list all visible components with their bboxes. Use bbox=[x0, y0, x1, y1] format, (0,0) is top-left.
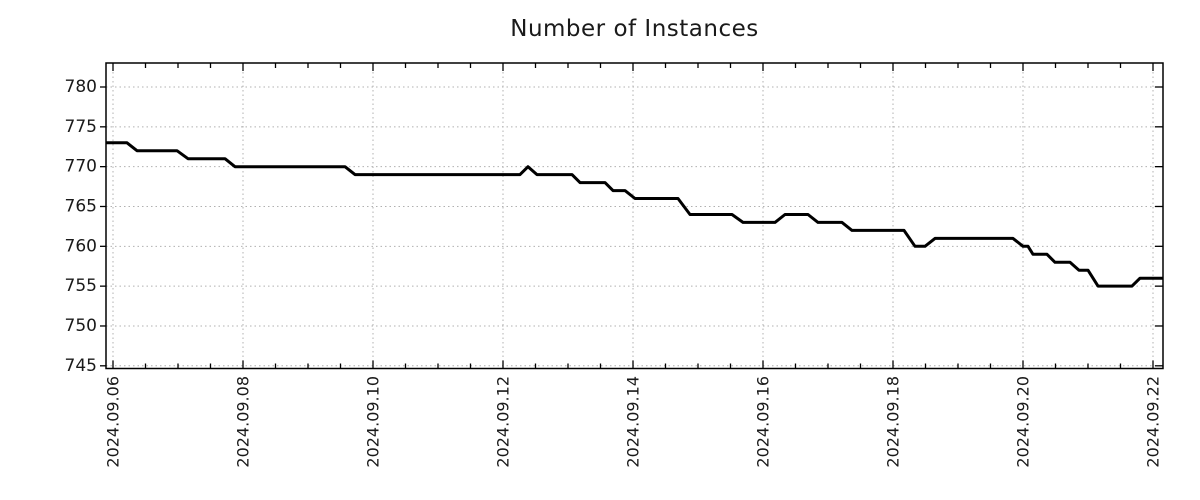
data-line-instances bbox=[106, 141, 1163, 288]
y-tick-label: 765 bbox=[65, 196, 97, 216]
x-tick-label: 2024.09.12 bbox=[494, 376, 513, 468]
y-tick-label: 755 bbox=[65, 276, 97, 296]
y-tick-label: 745 bbox=[65, 356, 97, 376]
x-tick-label: 2024.09.18 bbox=[884, 376, 903, 468]
x-tick-label: 2024.09.06 bbox=[104, 376, 123, 468]
plot-border bbox=[105, 62, 1164, 370]
chart-title: Number of Instances bbox=[510, 16, 759, 42]
y-tick-label: 770 bbox=[65, 157, 97, 177]
y-tick-label: 750 bbox=[65, 316, 97, 336]
x-tick-label: 2024.09.14 bbox=[624, 376, 643, 468]
y-tick-label: 775 bbox=[65, 117, 97, 137]
x-tick-label: 2024.09.08 bbox=[234, 376, 253, 468]
y-tick-label: 760 bbox=[65, 236, 97, 256]
x-tick-label: 2024.09.20 bbox=[1014, 376, 1033, 468]
x-tick-label: 2024.09.22 bbox=[1144, 376, 1163, 468]
x-tick-label: 2024.09.16 bbox=[754, 376, 773, 468]
y-tick-label: 780 bbox=[65, 77, 97, 97]
x-tick-label: 2024.09.10 bbox=[364, 376, 383, 468]
